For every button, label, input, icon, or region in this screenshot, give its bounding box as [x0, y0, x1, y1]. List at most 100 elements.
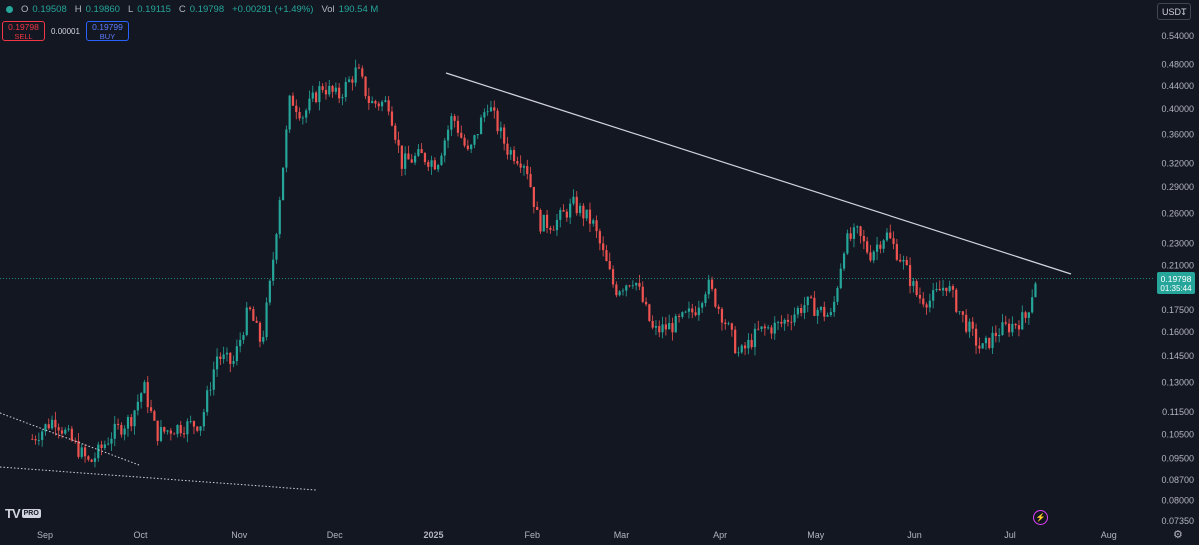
- price-tick-label: 0.21000: [1161, 261, 1194, 271]
- candle-body: [394, 125, 397, 140]
- trade-panel: 0.19798 SELL 0.00001 0.19799 BUY: [2, 21, 129, 41]
- candle-body: [248, 307, 252, 310]
- candle-body: [169, 430, 172, 434]
- price-tick-label: 0.44000: [1161, 81, 1194, 91]
- candle-body: [955, 289, 958, 312]
- candle-body: [460, 132, 463, 138]
- candle-body: [819, 306, 823, 310]
- candle-body: [809, 296, 813, 298]
- settings-gear-icon[interactable]: ⚙: [1173, 529, 1183, 541]
- change-value: +0.00291 (+1.49%): [232, 4, 314, 15]
- candle-body: [1034, 283, 1037, 298]
- candle-body: [776, 321, 780, 323]
- candle-body: [212, 369, 215, 390]
- candle-body: [631, 285, 634, 287]
- candle-body: [875, 244, 879, 252]
- candle-body: [519, 163, 522, 168]
- candle-body: [100, 444, 103, 448]
- tradingview-logo: TV PRO: [5, 506, 41, 521]
- candle-body: [720, 308, 724, 323]
- time-tick-label: May: [807, 530, 825, 540]
- candle-body: [334, 87, 337, 92]
- candle-body: [486, 111, 489, 113]
- candle-body: [908, 265, 912, 286]
- candle-body: [404, 153, 407, 169]
- candle-body: [37, 440, 40, 441]
- candle-body: [196, 426, 199, 431]
- candle-body: [318, 86, 321, 103]
- candle-body: [146, 382, 149, 408]
- candle-body: [889, 232, 892, 239]
- candle-body: [364, 76, 367, 97]
- high-value: 0.19860: [85, 4, 120, 15]
- candle-body: [582, 205, 585, 219]
- candle-body: [140, 393, 143, 402]
- currency-selector[interactable]: USDT ⌄: [1157, 3, 1191, 20]
- sell-button[interactable]: 0.19798 SELL: [2, 21, 45, 41]
- wedge-lower-line[interactable]: [0, 466, 317, 491]
- candle-body: [925, 304, 928, 308]
- candle-body: [895, 244, 898, 260]
- candle-body: [384, 100, 387, 102]
- candle-body: [107, 443, 110, 445]
- resistance-trend-line[interactable]: [445, 72, 1072, 275]
- candle-body: [757, 328, 760, 330]
- buy-price: 0.19799: [92, 22, 123, 32]
- candle-body: [862, 235, 865, 242]
- candle-body: [740, 345, 743, 353]
- candle-body: [651, 320, 654, 328]
- candle-body: [773, 322, 776, 334]
- candle-body: [440, 155, 443, 165]
- candle-body: [981, 343, 984, 349]
- lightning-icon[interactable]: ⚡: [1033, 510, 1048, 525]
- candle-body: [836, 288, 839, 302]
- candle-body: [351, 79, 354, 83]
- candle-body: [427, 162, 430, 167]
- candle-body: [473, 135, 476, 145]
- price-tick-label: 0.14500: [1161, 351, 1194, 361]
- price-tick-label: 0.36000: [1161, 130, 1194, 140]
- candle-body: [968, 321, 971, 332]
- candle-body: [354, 67, 357, 83]
- candle-body: [536, 206, 539, 211]
- candle-body: [522, 166, 526, 168]
- time-tick-label: Apr: [713, 530, 727, 540]
- candle-body: [153, 411, 156, 421]
- candle-body: [93, 458, 97, 462]
- candle-body: [192, 421, 196, 427]
- candle-body: [357, 67, 361, 69]
- candle-body: [83, 447, 87, 457]
- candle-body: [97, 444, 100, 459]
- candle-body: [417, 149, 420, 156]
- candle-body: [902, 259, 905, 262]
- candle-body: [790, 321, 793, 323]
- candle-body: [387, 100, 390, 112]
- candle-body: [611, 269, 615, 285]
- buy-button[interactable]: 0.19799 BUY: [86, 21, 129, 41]
- candle-body: [941, 287, 945, 291]
- candle-body: [60, 430, 64, 434]
- time-axis[interactable]: Sep Oct Nov Dec 2025 Feb Mar Apr May Jun Jul Aug: [37, 530, 1117, 540]
- candle-body: [308, 98, 311, 111]
- candle-body: [569, 203, 572, 218]
- candle-body: [219, 356, 222, 360]
- candle-body: [235, 346, 238, 362]
- candle-body: [539, 210, 542, 232]
- candle-body: [605, 250, 608, 262]
- time-tick-label: Aug: [1101, 530, 1117, 540]
- candle-body: [503, 127, 506, 144]
- candle-body: [542, 214, 545, 232]
- time-tick-label: Dec: [327, 530, 344, 540]
- candle-body: [113, 423, 116, 439]
- candle-body: [423, 153, 427, 163]
- candle-body: [879, 244, 882, 249]
- candle-body: [1011, 323, 1014, 333]
- candle-body: [783, 319, 786, 324]
- candle-body: [635, 282, 638, 286]
- price-axis[interactable]: 0.54000 0.48000 0.44000 0.40000 0.36000 0.320…: [1161, 31, 1194, 526]
- buy-label: BUY: [99, 32, 116, 41]
- wedge-upper-line[interactable]: [0, 412, 140, 466]
- time-tick-label: Mar: [614, 530, 630, 540]
- candle-body: [470, 144, 473, 150]
